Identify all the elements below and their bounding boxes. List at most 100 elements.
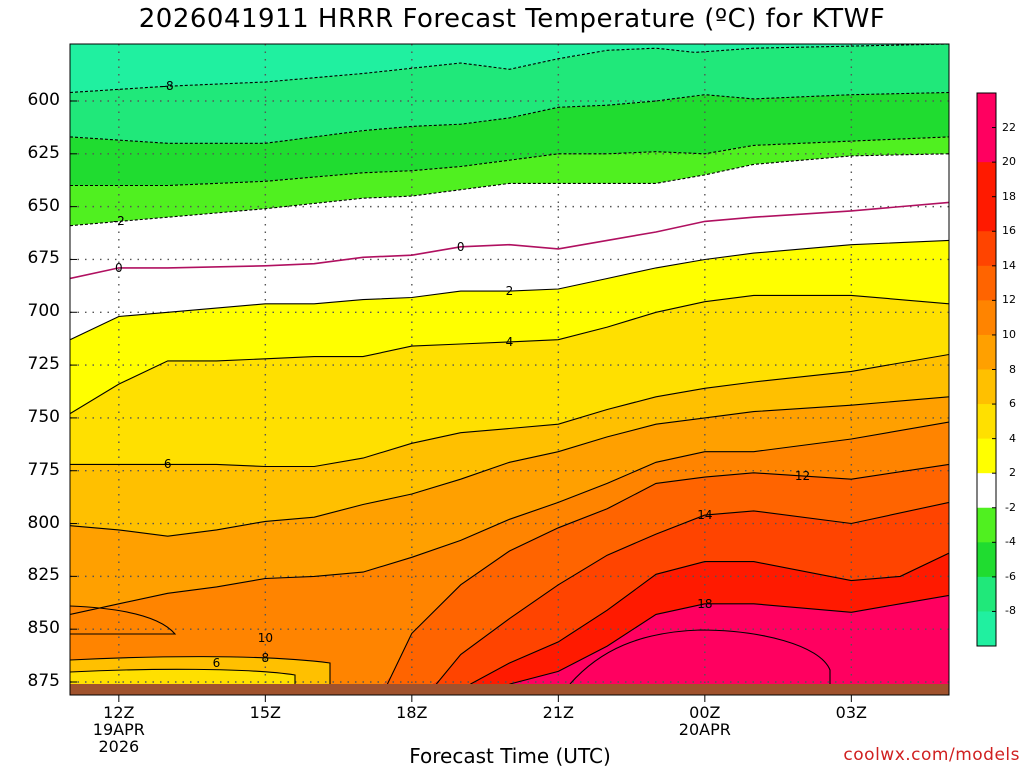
colorbar-swatch <box>977 265 996 301</box>
colorbar-label: 2 <box>1009 466 1016 480</box>
contour-label: 10 <box>257 631 273 645</box>
colorbar-swatch <box>977 127 996 163</box>
contour-line-4 <box>70 294 949 415</box>
contour-label: 14 <box>697 508 713 523</box>
x-tick-label: 03Z <box>835 703 867 722</box>
colorbar-label: 16 <box>1002 224 1016 238</box>
colorbar-swatch <box>977 404 996 440</box>
contour-line-6-pocket <box>70 668 296 684</box>
contour-line-2 <box>70 239 949 341</box>
contour-label: 12 <box>794 469 811 483</box>
contour-label: 4 <box>505 334 514 349</box>
y-tick-label: 600 <box>27 90 60 110</box>
warm-core-20 <box>570 630 830 684</box>
colorbar-label: -2 <box>1005 500 1016 514</box>
y-tick-label: 725 <box>27 354 60 375</box>
colorbar-label: -6 <box>1005 569 1016 583</box>
x-tick-label: 12Z 19APR 2026 <box>92 703 145 756</box>
contour-line-6 <box>70 353 949 468</box>
contour-line-8-pocket <box>70 656 331 684</box>
contour-label: -2 <box>112 214 125 229</box>
colorbar-label: 18 <box>1002 189 1016 203</box>
contour-label: 0 <box>115 260 123 275</box>
contour-line-20 <box>569 629 831 684</box>
colorbar-swatch <box>977 93 996 129</box>
contour-label: 18 <box>697 596 713 611</box>
colorbar-label: -8 <box>1005 604 1016 618</box>
contour-line-8 <box>70 396 949 537</box>
contour-line-18 <box>509 594 949 684</box>
y-tick-label: 850 <box>27 618 60 639</box>
temp-band-minus4-minus2 <box>70 136 949 226</box>
contour-line-16 <box>470 552 949 684</box>
contour-label: 0 <box>456 239 465 254</box>
temp-band-4-6 <box>70 295 949 467</box>
colorbar-label: 6 <box>1009 397 1016 411</box>
colorbar-label: 20 <box>1002 155 1016 169</box>
temp-band-12-14 <box>382 464 949 684</box>
colorbar-swatch <box>977 300 996 336</box>
colorbar-swatch <box>977 162 996 198</box>
colorbar-swatch <box>977 473 996 509</box>
colorbar-label: 4 <box>1009 431 1016 445</box>
colorbar-label: 22 <box>1002 120 1016 134</box>
contour-line-10-pocket <box>70 605 177 635</box>
contour-line-10 <box>70 421 949 615</box>
contour-label: 6 <box>212 656 221 670</box>
warm-pocket-6 <box>70 669 295 684</box>
contour-label: -8 <box>161 79 174 94</box>
temp-band-16-18 <box>470 553 949 684</box>
y-tick-label: 800 <box>27 512 60 533</box>
y-tick-label: 625 <box>27 142 60 163</box>
temp-band-10-12 <box>70 422 949 684</box>
chart-title: 2026041911 HRRR Forecast Temperature (ºC… <box>138 4 886 34</box>
colorbar-label: 12 <box>1002 293 1016 307</box>
contour-line-14 <box>435 501 949 684</box>
colorbar-label: 10 <box>1002 327 1016 341</box>
colorbar-label: -4 <box>1005 535 1016 549</box>
plot-frame <box>69 43 950 696</box>
y-tick-label: 750 <box>27 406 60 427</box>
temp-band-minus8-minus6 <box>70 44 949 144</box>
temp-band-below-minus8 <box>70 44 949 93</box>
colorbar-swatch <box>977 576 996 612</box>
x-tick-label: 00Z 20APR <box>678 703 731 739</box>
colorbar-swatch <box>977 334 996 370</box>
x-tick-label: 18Z <box>396 703 428 722</box>
colorbar-swatch <box>977 611 996 647</box>
contour-line-minus2 <box>70 153 949 227</box>
temp-band-14-16 <box>431 502 949 684</box>
y-tick-label: 825 <box>27 565 60 586</box>
warm-pocket-10 <box>70 606 175 634</box>
temp-band-6-8 <box>70 354 949 537</box>
colorbar-swatch <box>977 542 996 578</box>
contour-line-minus8 <box>70 44 949 94</box>
colorbar-label: 8 <box>1009 362 1016 376</box>
contour-line-minus6 <box>70 91 949 144</box>
y-tick-label: 875 <box>27 671 60 691</box>
ground-surface <box>70 684 949 695</box>
colorbar-swatch <box>977 231 996 267</box>
colorbar-label: 14 <box>1002 258 1016 272</box>
temp-band-2-4 <box>70 240 949 414</box>
contour-label: 6 <box>163 457 172 472</box>
contour-line-minus4 <box>70 136 949 187</box>
y-tick-label: 650 <box>27 195 60 216</box>
temp-band-minus2-plus2 <box>70 153 949 340</box>
colorbar-swatch <box>977 438 996 474</box>
colorbar-swatch <box>977 507 996 543</box>
x-tick-label: 21Z <box>542 703 574 722</box>
contour-line-12 <box>386 463 949 684</box>
y-tick-label: 675 <box>27 248 60 269</box>
colorbar-swatch <box>977 196 996 232</box>
x-tick-label: 15Z <box>249 703 281 722</box>
contour-label: 8 <box>261 651 270 665</box>
x-axis-label: Forecast Time (UTC) <box>409 744 611 768</box>
colorbar-swatch <box>977 369 996 405</box>
y-tick-label: 700 <box>27 301 60 322</box>
credit-link[interactable]: coolwx.com/models <box>843 745 1020 765</box>
contour-label: 2 <box>505 284 514 299</box>
contour-line-0 <box>70 201 949 280</box>
temp-band-minus6-minus4 <box>70 92 949 186</box>
